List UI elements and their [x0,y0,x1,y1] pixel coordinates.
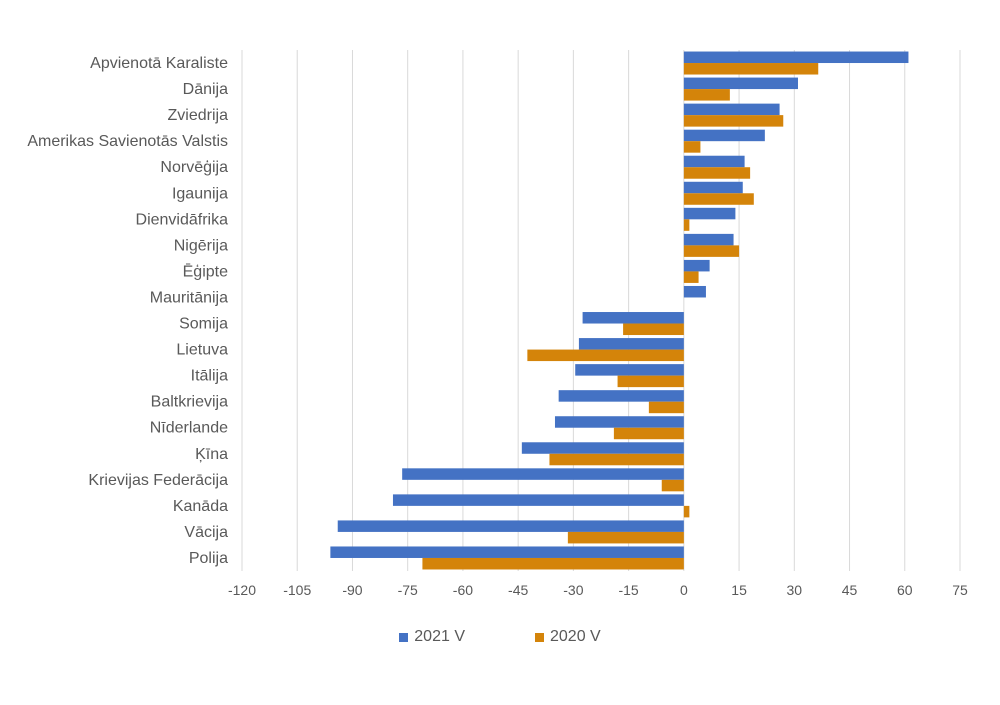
category-label: Amerikas Savienotās Valstis [27,133,228,150]
bar-2020 [683,193,754,205]
x-tick-label: 60 [897,582,913,598]
category-label: Dānija [183,81,228,98]
category-label: Somija [179,316,228,333]
bar-2021 [330,546,684,558]
category-label: Vācija [184,524,228,541]
gridlines [241,50,961,571]
bar-2021 [683,181,743,194]
x-tick-label: -105 [283,582,311,598]
x-tick-label: -15 [618,582,638,598]
legend-label-2021: 2021 V [414,628,465,645]
legend-item-2021: 2021 V [399,628,465,646]
x-tick-label: -120 [228,582,256,598]
x-tick-label: 75 [952,582,968,598]
x-tick-label: -45 [508,582,528,598]
legend-swatch-2020 [535,632,544,642]
bar-2021 [683,285,706,298]
bar-2021 [582,312,684,324]
bar-2020 [683,141,701,153]
bar-2021 [683,155,745,168]
bar-2020 [527,349,684,362]
category-label: Nīderlande [150,420,228,437]
bar-2021 [558,390,684,402]
bar-2020 [648,401,684,414]
bar-2020 [683,219,690,231]
category-label: Kanāda [173,498,228,515]
bar-2020 [683,505,690,518]
category-label: Apvienotā Karaliste [90,55,228,72]
category-label: Mauritānija [150,289,228,306]
bar-2020 [623,323,684,336]
x-tick-label: -30 [563,582,583,598]
x-tick-label: -60 [453,582,473,598]
x-tick-label: 15 [731,582,747,598]
bar-2021 [578,338,684,350]
x-tick-label: -90 [342,582,362,598]
category-label: Ķīna [195,446,228,463]
bar-2021 [683,51,909,64]
bars [330,51,909,570]
bar-2021 [683,129,765,142]
category-label: Dienvidāfrika [136,211,229,228]
category-label: Krievijas Federācija [88,472,228,489]
bar-2021 [575,364,684,376]
legend-swatch-2021 [399,632,409,642]
bar-2020 [683,245,740,257]
category-label: Ēģipte [183,262,228,280]
bar-2020 [617,375,684,388]
category-label: Nigērija [174,237,228,254]
bar-2021 [683,103,780,116]
legend-item-2020: 2020 V [535,628,601,646]
bar-2020 [661,479,684,492]
category-label: Norvēģija [160,158,228,176]
category-label: Itālija [191,368,228,385]
bar-2021 [683,207,736,220]
bar-2021 [392,494,684,506]
x-tick-label: 0 [680,582,688,598]
category-label: Lietuva [176,342,228,359]
bar-2020 [683,89,730,101]
bar-2021 [402,468,684,480]
category-label: Baltkrievija [151,394,228,411]
x-tick-label: 45 [842,582,858,598]
legend: 2021 V 2020 V [0,628,1000,646]
bar-2021 [683,259,710,272]
bar-2020 [683,115,784,127]
category-label: Polija [189,550,228,567]
bar-2020 [683,167,751,179]
category-labels: Apvienotā Karaliste Dānija Zviedrija Amerik… [27,55,228,567]
bar-2021 [683,77,798,90]
bar-2020 [422,557,684,570]
x-tick-labels: -120 -105 -90 -75 -60 -45 -30 -15 0 15 30 45 60 75 [228,582,968,598]
bar-2021 [521,442,684,454]
bar-2021 [683,233,734,246]
bar-2021 [337,520,684,532]
bar-2020 [613,427,684,440]
category-label: Igaunija [172,185,228,202]
bar-2020 [683,271,699,283]
bar-2020 [549,453,684,466]
bar-2021 [554,416,684,428]
x-tick-label: 30 [787,582,803,598]
legend-label-2020: 2020 V [550,628,601,645]
category-label: Zviedrija [168,107,229,124]
bar-2020 [567,531,684,544]
bar-2020 [683,63,819,75]
x-tick-label: -75 [398,582,418,598]
